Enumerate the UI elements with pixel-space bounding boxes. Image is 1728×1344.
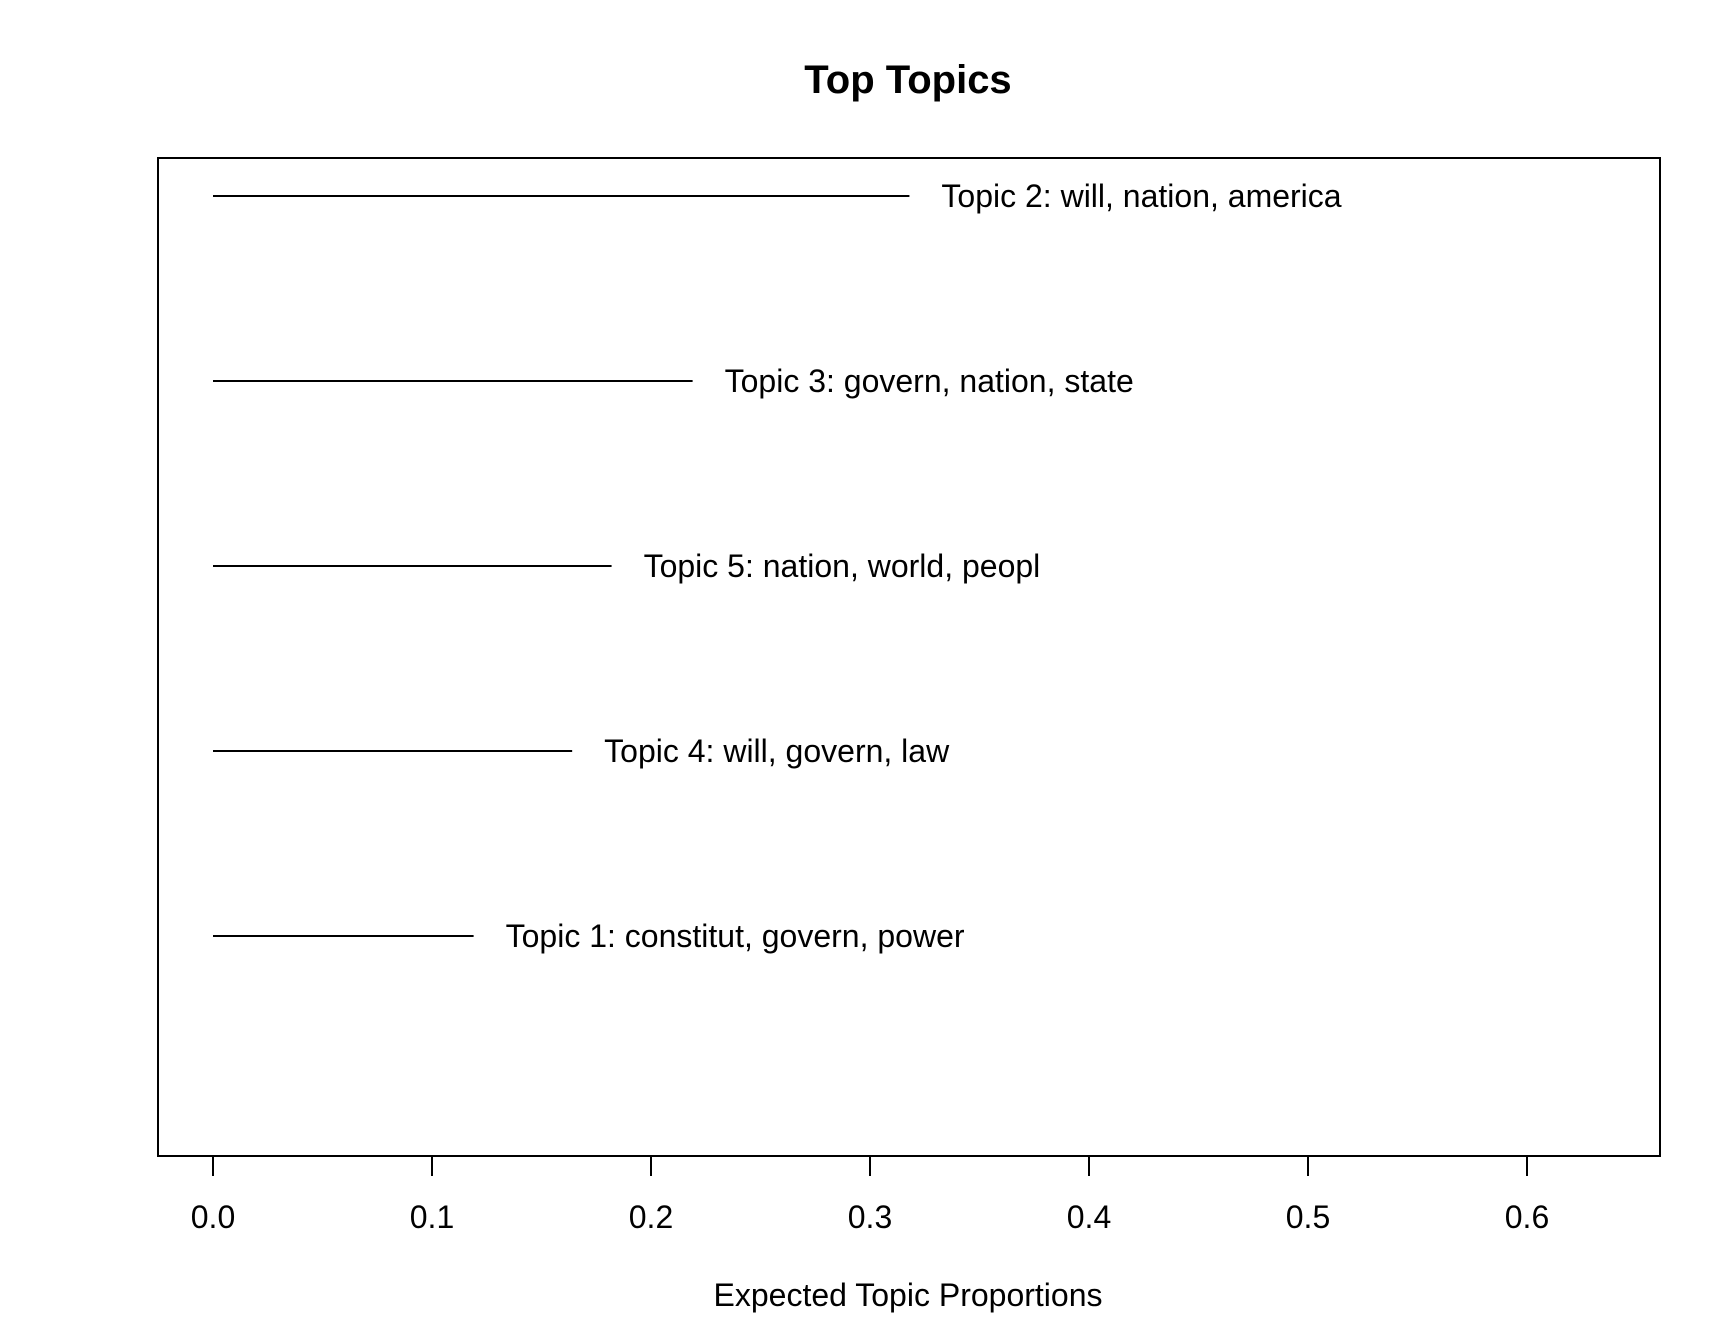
x-tick-label: 0.1 bbox=[410, 1199, 454, 1235]
topic-label: Topic 4: will, govern, law bbox=[604, 733, 950, 769]
x-tick-label: 0.2 bbox=[629, 1199, 673, 1235]
x-axis: 0.0 0.1 0.2 0.3 0.4 0.5 0.6 bbox=[191, 1155, 1549, 1235]
x-tick-label: 0.3 bbox=[848, 1199, 892, 1235]
x-tick-label: 0.0 bbox=[191, 1199, 235, 1235]
x-tick-label: 0.5 bbox=[1286, 1199, 1330, 1235]
x-axis-label: Expected Topic Proportions bbox=[714, 1277, 1103, 1313]
plot-frame bbox=[157, 157, 1661, 1157]
topic-marks: Topic 2: will, nation, america Topic 3: g… bbox=[213, 178, 1342, 954]
topic-label: Topic 3: govern, nation, state bbox=[725, 363, 1134, 399]
chart-title: Top Topics bbox=[804, 58, 1011, 102]
x-tick-label: 0.4 bbox=[1067, 1199, 1111, 1235]
x-tick-label: 0.6 bbox=[1505, 1199, 1549, 1235]
topic-label: Topic 2: will, nation, america bbox=[941, 178, 1341, 214]
topic-label: Topic 1: constitut, govern, power bbox=[506, 918, 965, 954]
topic-label: Topic 5: nation, world, peopl bbox=[644, 548, 1041, 584]
